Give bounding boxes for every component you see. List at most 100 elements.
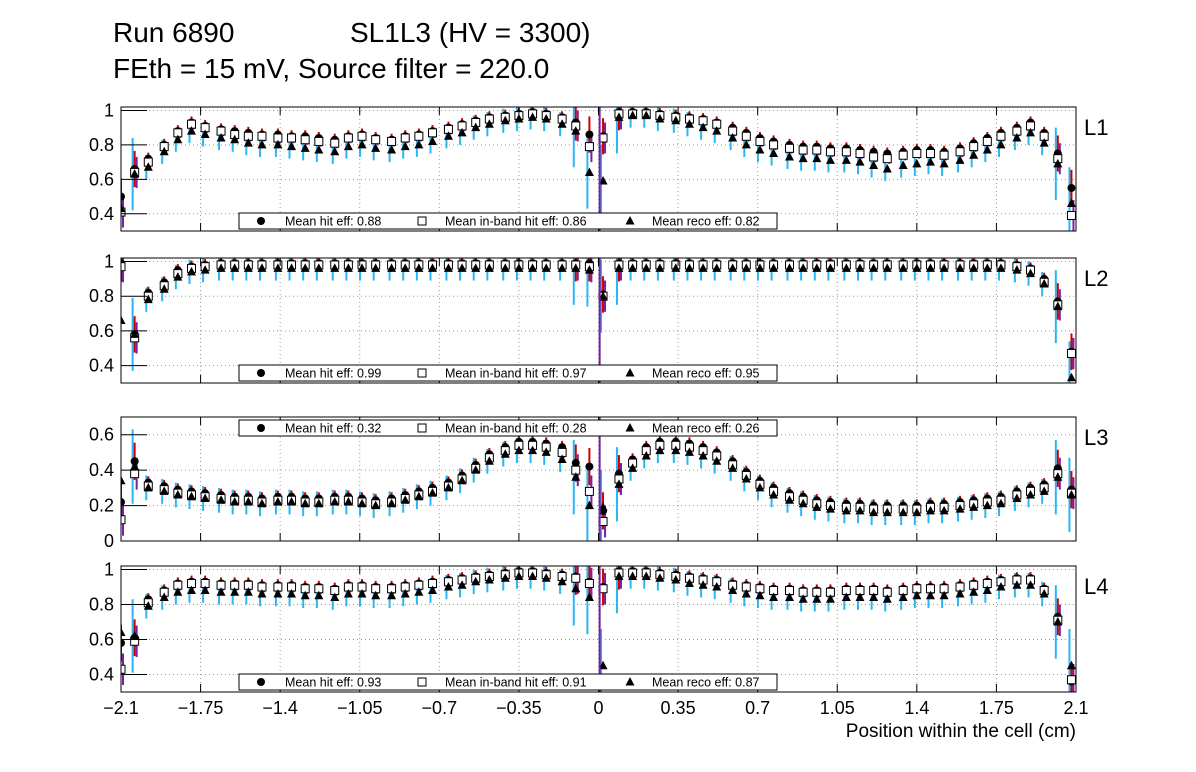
point-reco (500, 449, 510, 458)
point-hit (121, 192, 125, 201)
x-tick-label: 1.4 (904, 698, 929, 718)
y-tick-label: 0.4 (89, 356, 114, 376)
point-reco (1066, 660, 1076, 670)
point-reco (173, 134, 183, 144)
x-tick-label: 1.05 (820, 698, 855, 718)
point-reco (655, 445, 665, 455)
x-tick-label: −1.4 (262, 698, 298, 718)
point-reco (121, 203, 126, 213)
legend-hit-label: Mean hit eff: 0.32 (285, 422, 381, 436)
x-tick-label: −2.1 (103, 698, 139, 718)
point-reco (1012, 265, 1022, 274)
legend-hit-label: Mean hit eff: 0.88 (285, 215, 381, 229)
point-reco (159, 146, 169, 156)
point-inband (1066, 348, 1076, 358)
point-inband (428, 128, 438, 138)
point-reco (400, 495, 410, 504)
point-reco (698, 263, 708, 272)
point-reco (230, 263, 240, 272)
point-hit (1067, 183, 1076, 192)
panel-l3: 0 0.2 0.4 0.6 L3 Mean hit eff: 0.32 Mean in-ba… (89, 416, 1108, 551)
point-reco (628, 571, 638, 580)
point-reco (443, 263, 453, 272)
legend-hit-marker (257, 217, 265, 225)
point-reco (712, 582, 722, 591)
point-reco (500, 263, 510, 272)
point-reco (500, 573, 510, 582)
x-axis-label: Position within the cell (cm) (846, 721, 1076, 742)
point-reco (173, 489, 183, 499)
panel-l2: 0.4 0.6 0.8 1 L2 Mean hit eff: 0.99 Mean in-ba… (89, 251, 1108, 384)
point-reco (641, 263, 651, 272)
point-reco (955, 263, 965, 272)
point-reco (273, 139, 283, 149)
point-inband (785, 143, 794, 153)
point-reco (414, 139, 424, 149)
y-tick-label: 0.6 (89, 321, 114, 341)
point-reco (584, 592, 594, 601)
panel-frame (120, 106, 1077, 232)
point-reco (130, 169, 140, 178)
point-reco (571, 126, 581, 135)
point-reco (741, 139, 751, 149)
y-tick-label: 0.4 (89, 460, 114, 480)
legend-box (238, 673, 778, 691)
point-inband (121, 515, 126, 525)
point-reco (371, 500, 381, 510)
point-reco (371, 590, 381, 600)
point-inband (898, 150, 908, 160)
point-reco (1012, 493, 1022, 502)
point-inband (798, 145, 808, 155)
point-inband (357, 131, 367, 141)
point-reco (514, 263, 524, 272)
point-inband (584, 579, 594, 588)
point-reco (330, 497, 340, 506)
point-reco (641, 450, 651, 460)
point-reco (684, 263, 694, 272)
point-reco (216, 495, 226, 504)
legend-inband-label: Mean in-band hit eff: 0.28 (445, 422, 587, 436)
legend-inband-marker (417, 677, 427, 687)
point-reco (939, 263, 949, 272)
conditions-title: FEth = 15 mV, Source filter = 220.0 (113, 53, 549, 84)
point-reco (869, 160, 879, 170)
point-reco (598, 660, 608, 670)
legend: Mean hit eff: 0.93 Mean in-band hit eff: … (238, 673, 778, 691)
point-reco (557, 454, 567, 464)
point-reco (969, 587, 979, 596)
point-reco (785, 495, 794, 504)
point-reco (514, 445, 524, 455)
point-inband (300, 135, 310, 145)
point-reco (882, 594, 892, 603)
point-reco (628, 263, 638, 272)
point-reco (457, 475, 467, 485)
run-title: Run 6890 (113, 17, 234, 48)
point-reco (387, 498, 397, 508)
point-reco (414, 587, 424, 596)
point-inband (330, 138, 340, 148)
point-reco (121, 627, 126, 636)
point-reco (982, 585, 992, 594)
point-inband (996, 131, 1006, 141)
point-reco (996, 263, 1006, 272)
point-reco (969, 150, 979, 159)
point-reco (343, 141, 353, 151)
point-reco (1026, 268, 1036, 278)
y-tick-label: 0 (104, 531, 114, 551)
point-reco (825, 594, 835, 603)
point-hit (130, 457, 139, 466)
point-reco (741, 263, 751, 272)
point-reco (925, 590, 935, 600)
point-inband (387, 136, 397, 146)
point-reco (684, 578, 694, 587)
point-reco (457, 580, 467, 589)
point-reco (755, 145, 765, 154)
point-reco (443, 582, 453, 591)
point-reco (443, 482, 453, 492)
point-reco (557, 263, 567, 272)
data-series-l1 (121, 107, 1076, 231)
legend-box (238, 212, 778, 230)
point-reco (641, 571, 651, 580)
point-reco (528, 571, 538, 580)
point-reco (614, 263, 624, 272)
